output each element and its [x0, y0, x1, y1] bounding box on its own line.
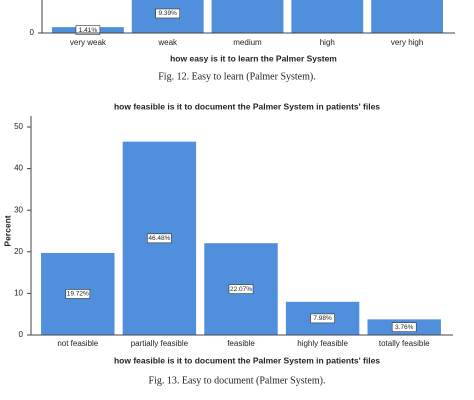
label-box	[65, 289, 91, 299]
label-box	[310, 313, 335, 324]
label-box	[75, 25, 101, 35]
x-tick-label: medium	[233, 38, 262, 47]
y-tick-label: 30	[14, 205, 23, 214]
label-box	[228, 284, 254, 294]
value-label: 22.07%	[230, 286, 252, 293]
value-label: 3.76%	[395, 324, 414, 331]
label-box	[147, 233, 172, 244]
x-tick-label: very weak	[70, 38, 107, 47]
value-label: 7.98%	[313, 315, 332, 322]
bar	[291, 0, 364, 33]
y-tick-label: 20	[14, 247, 23, 256]
y-axis-label: Percent	[2, 215, 12, 246]
x-axis-label: how feasible is it to document the Palme…	[114, 355, 380, 365]
x-tick-label: very high	[391, 38, 423, 47]
x-axis-label: how easy is it to learn the Palmer Syste…	[170, 53, 337, 63]
x-tick-label: totally feasible	[379, 339, 430, 348]
x-tick-label: not feasible	[57, 339, 98, 348]
bar	[211, 0, 284, 33]
y-tick-label: 10	[14, 289, 23, 298]
value-label: 9.39%	[158, 10, 177, 17]
value-label: 19.72%	[67, 291, 89, 298]
y-tick-label: 50	[14, 122, 23, 131]
label-box	[391, 322, 417, 332]
x-tick-label: weak	[157, 38, 178, 47]
y-tick-label: 0	[19, 330, 24, 339]
caption: Fig. 12. Easy to learn (Palmer System).	[158, 71, 315, 82]
x-tick-label: feasible	[227, 339, 255, 348]
chart-title: how feasible is it to document the Palme…	[114, 101, 380, 111]
bar	[371, 0, 444, 33]
value-label: 46.48%	[148, 235, 170, 242]
y-tick-label: 40	[14, 164, 23, 173]
x-tick-label: highly feasible	[297, 339, 348, 348]
y-tick-label: 0	[30, 28, 35, 37]
label-box	[155, 8, 180, 19]
x-tick-label: high	[320, 38, 335, 47]
value-label: 1.41%	[79, 27, 98, 34]
x-tick-label: partially feasible	[131, 339, 189, 348]
caption: Fig. 13. Easy to document (Palmer System…	[149, 375, 326, 386]
